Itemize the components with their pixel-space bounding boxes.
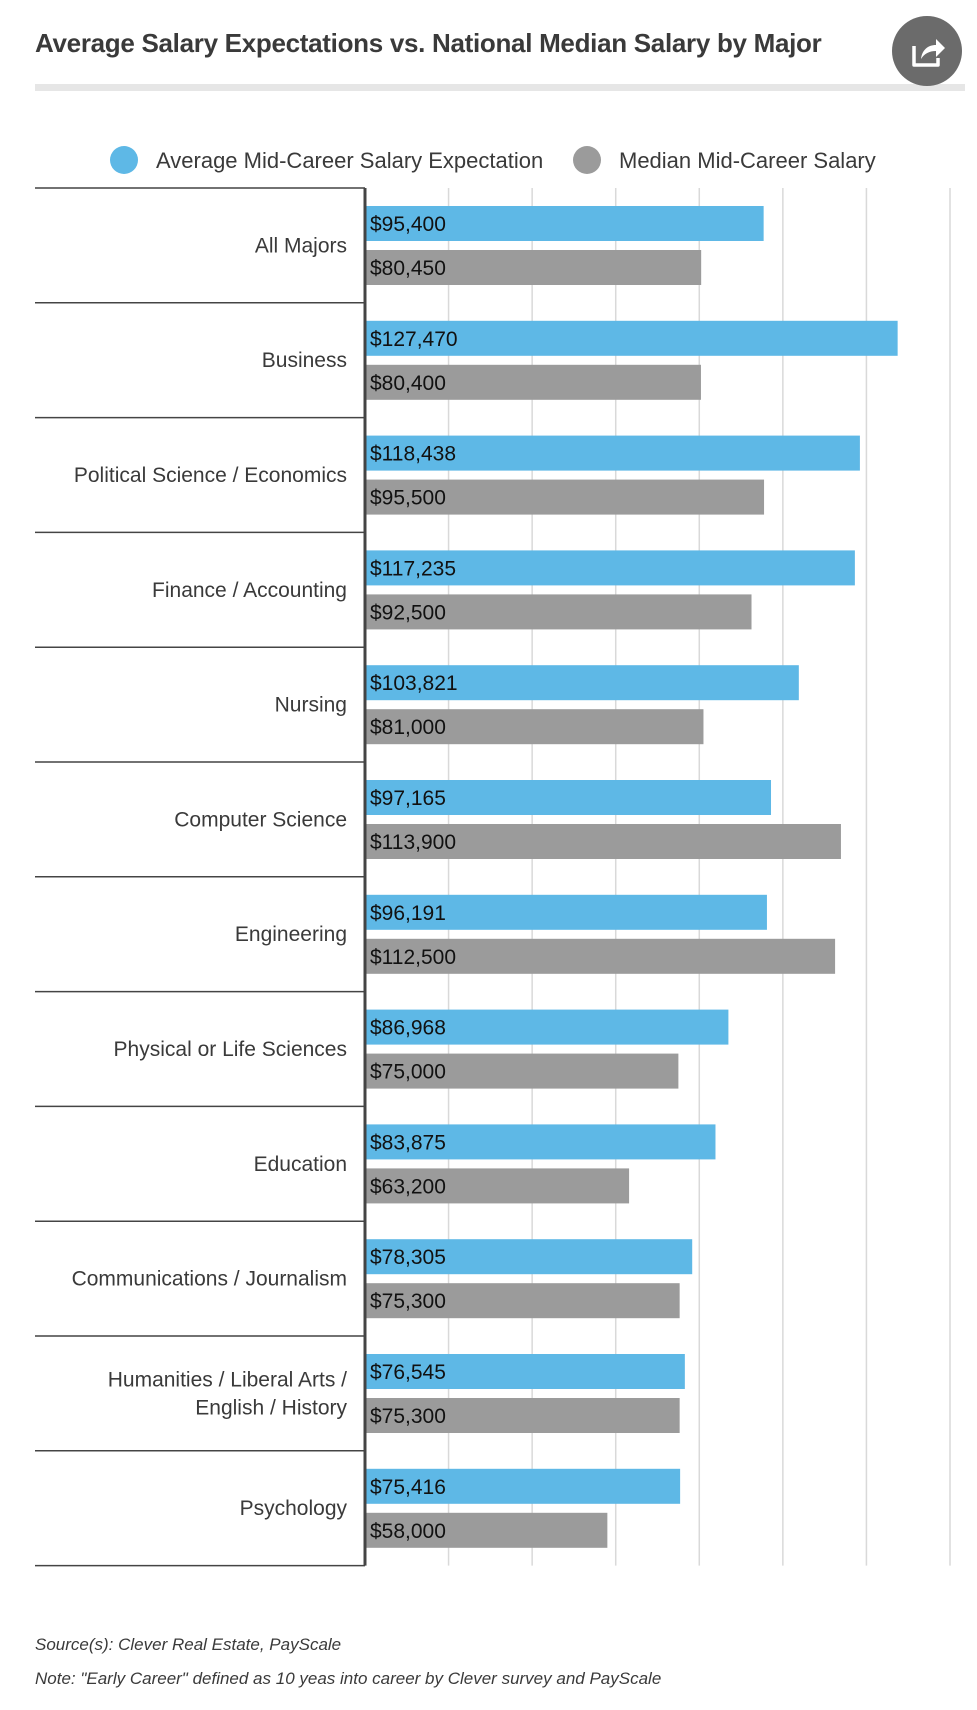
data-label-median: $113,900 xyxy=(370,831,456,854)
bar-expectation xyxy=(366,665,799,701)
bar-median xyxy=(366,709,704,745)
legend-label-median: Median Mid-Career Salary xyxy=(619,148,876,173)
bar-median xyxy=(366,250,702,285)
data-label-median: $63,200 xyxy=(370,1175,446,1198)
category-label: Nursing xyxy=(275,694,347,717)
bar-median xyxy=(366,1283,680,1319)
share-icon xyxy=(912,39,945,67)
footnote: Note: "Early Career" defined as 10 yeas … xyxy=(35,1669,662,1688)
data-label-expectation: $127,470 xyxy=(370,328,458,351)
legend-label-expectation: Average Mid-Career Salary Expectation xyxy=(156,148,544,173)
bar-median xyxy=(366,1398,680,1433)
category-label: Business xyxy=(262,349,347,372)
data-label-median: $58,000 xyxy=(370,1520,446,1543)
data-label-expectation: $78,305 xyxy=(370,1246,446,1269)
data-label-median: $80,400 xyxy=(370,372,446,395)
data-label-expectation: $103,821 xyxy=(370,672,458,695)
bar-median xyxy=(366,1168,630,1204)
bar-median xyxy=(366,479,765,515)
bar-expectation xyxy=(366,206,764,241)
bar-expectation xyxy=(366,1239,693,1275)
source-note: Source(s): Clever Real Estate, PayScale xyxy=(35,1635,342,1654)
data-label-expectation: $86,968 xyxy=(370,1017,446,1040)
data-label-expectation: $95,400 xyxy=(370,213,446,236)
data-label-median: $75,300 xyxy=(370,1290,446,1313)
share-button[interactable] xyxy=(892,16,962,86)
data-label-expectation: $83,875 xyxy=(370,1131,446,1154)
category-label: All Majors xyxy=(255,234,347,257)
bar-expectation xyxy=(366,435,860,471)
data-label-median: $95,500 xyxy=(370,487,446,510)
data-label-median: $112,500 xyxy=(370,946,456,969)
legend: Average Mid-Career Salary Expectation Me… xyxy=(0,145,977,177)
bar-median xyxy=(366,938,836,974)
category-label: Physical or Life Sciences xyxy=(114,1038,347,1061)
data-label-median: $81,000 xyxy=(370,716,446,739)
data-label-expectation: $76,545 xyxy=(370,1361,446,1384)
category-label: Engineering xyxy=(235,923,347,946)
bar-expectation xyxy=(366,780,772,815)
data-label-expectation: $75,416 xyxy=(370,1476,446,1499)
category-label: Education xyxy=(254,1153,347,1176)
data-label-median: $75,300 xyxy=(370,1405,446,1428)
data-label-expectation: $97,165 xyxy=(370,787,446,810)
bar-expectation xyxy=(366,1124,716,1160)
legend-swatch-expectation xyxy=(110,146,138,174)
category-label: Psychology xyxy=(240,1497,348,1520)
bar-median xyxy=(366,1053,679,1089)
data-label-median: $92,500 xyxy=(370,601,446,624)
bar-median xyxy=(366,364,701,400)
category-label: English / History xyxy=(195,1396,347,1419)
bar-expectation xyxy=(366,320,898,356)
title-divider xyxy=(35,84,965,91)
bar-median xyxy=(366,824,841,859)
data-label-median: $80,450 xyxy=(370,257,446,280)
bar-median xyxy=(366,1512,608,1548)
chart-title: Average Salary Expectations vs. National… xyxy=(35,28,822,58)
category-label: Humanities / Liberal Arts / xyxy=(108,1368,347,1391)
bar-chart: $95,400 $80,450 All Majors $127,470 $80,400 B… xyxy=(35,187,951,1567)
bar-expectation xyxy=(366,1009,729,1045)
data-label-median: $75,000 xyxy=(370,1061,446,1084)
bar-expectation xyxy=(366,894,767,930)
category-label: Computer Science xyxy=(174,808,347,831)
bar-expectation xyxy=(366,1468,681,1504)
category-label: Finance / Accounting xyxy=(152,579,347,602)
data-label-expectation: $117,235 xyxy=(370,557,456,580)
data-label-expectation: $96,191 xyxy=(370,902,446,925)
bar-expectation xyxy=(366,1354,685,1389)
category-label: Political Science / Economics xyxy=(74,464,347,487)
category-label: Communications / Journalism xyxy=(72,1268,347,1291)
bar-expectation xyxy=(366,550,855,586)
legend-swatch-median xyxy=(573,146,601,174)
bar-median xyxy=(366,594,752,630)
data-label-expectation: $118,438 xyxy=(370,443,456,466)
